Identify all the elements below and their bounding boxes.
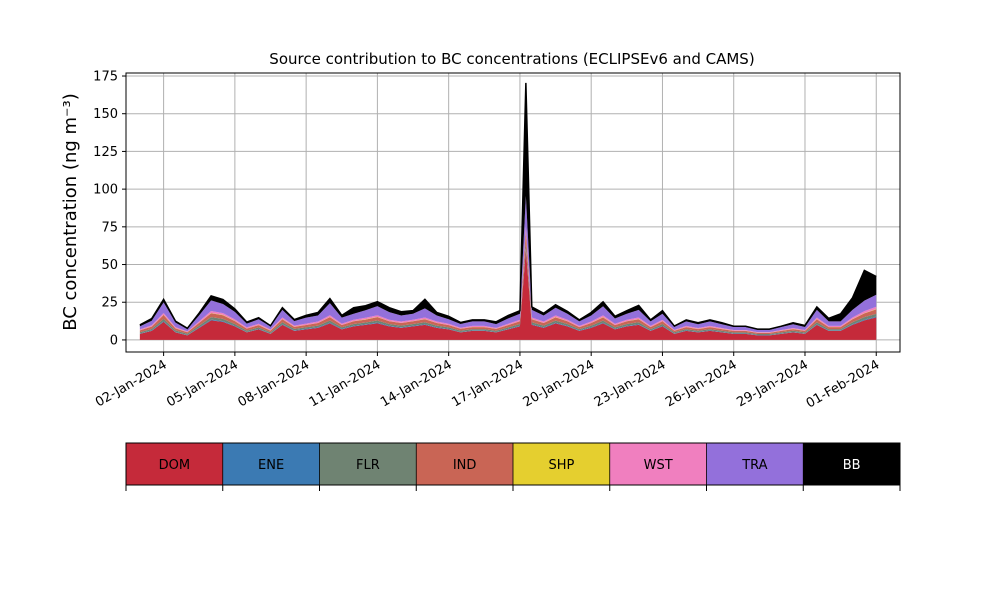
legend-label-ene: ENE (258, 458, 284, 473)
y-tick-label: 25 (101, 296, 118, 311)
x-tick-label: 29-Jan-2024 (734, 357, 811, 410)
legend-label-bb: BB (843, 458, 861, 473)
x-tick-label: 05-Jan-2024 (164, 357, 241, 410)
axes (125, 72, 901, 353)
legend: DOM ENE FLR IND SHP WST TRA BB (125, 442, 901, 491)
y-tick-label: 150 (93, 107, 118, 122)
plot-frame (125, 72, 901, 353)
y-tick-label: 100 (93, 183, 118, 198)
legend-label-flr: FLR (356, 458, 380, 473)
y-tick-label: 175 (93, 70, 118, 85)
x-tick-label: 23-Jan-2024 (592, 357, 669, 410)
legend-label-wst: WST (644, 458, 673, 473)
legend-swatch-flr (319, 443, 417, 485)
y-tick-label: 125 (93, 145, 118, 160)
grid-layer (126, 73, 900, 352)
y-axis-ticks: 0 25 50 75 100 125 150 175 (93, 70, 126, 348)
y-tick-label: 0 (110, 333, 118, 348)
x-tick-label: 01-Feb-2024 (804, 357, 883, 411)
legend-swatch-dom (126, 443, 223, 485)
x-tick-label: 02-Jan-2024 (93, 357, 170, 410)
area-bb (139, 82, 877, 330)
legend-swatch-bb (803, 443, 900, 485)
legend-label-ind: IND (453, 458, 477, 473)
y-tick-label: 75 (101, 220, 118, 235)
legend-swatch-ind (416, 443, 513, 485)
legend-swatch-wst (609, 443, 707, 485)
legend-label-tra: TRA (741, 458, 767, 473)
x-tick-label: 08-Jan-2024 (236, 357, 313, 410)
chart-title: Source contribution to BC concentrations… (269, 50, 754, 68)
stacked-areas (139, 82, 877, 340)
legend-swatch-tra (706, 443, 804, 485)
total-line (139, 82, 877, 330)
y-axis-label: BC concentration (ng m⁻³) (60, 93, 81, 331)
x-axis-ticks: 02-Jan-202405-Jan-202408-Jan-202411-Jan-… (93, 352, 882, 411)
x-tick-label: 20-Jan-2024 (521, 357, 598, 410)
y-tick-label: 50 (101, 258, 118, 273)
x-tick-label: 11-Jan-2024 (307, 357, 384, 410)
x-tick-label: 17-Jan-2024 (449, 357, 526, 410)
area-dom (139, 249, 877, 340)
x-tick-label: 14-Jan-2024 (378, 357, 455, 410)
legend-label-dom: DOM (159, 458, 190, 473)
legend-swatch-shp (513, 443, 610, 485)
legend-swatch-ene (222, 443, 320, 485)
legend-label-shp: SHP (548, 458, 574, 473)
x-tick-label: 26-Jan-2024 (663, 357, 740, 410)
